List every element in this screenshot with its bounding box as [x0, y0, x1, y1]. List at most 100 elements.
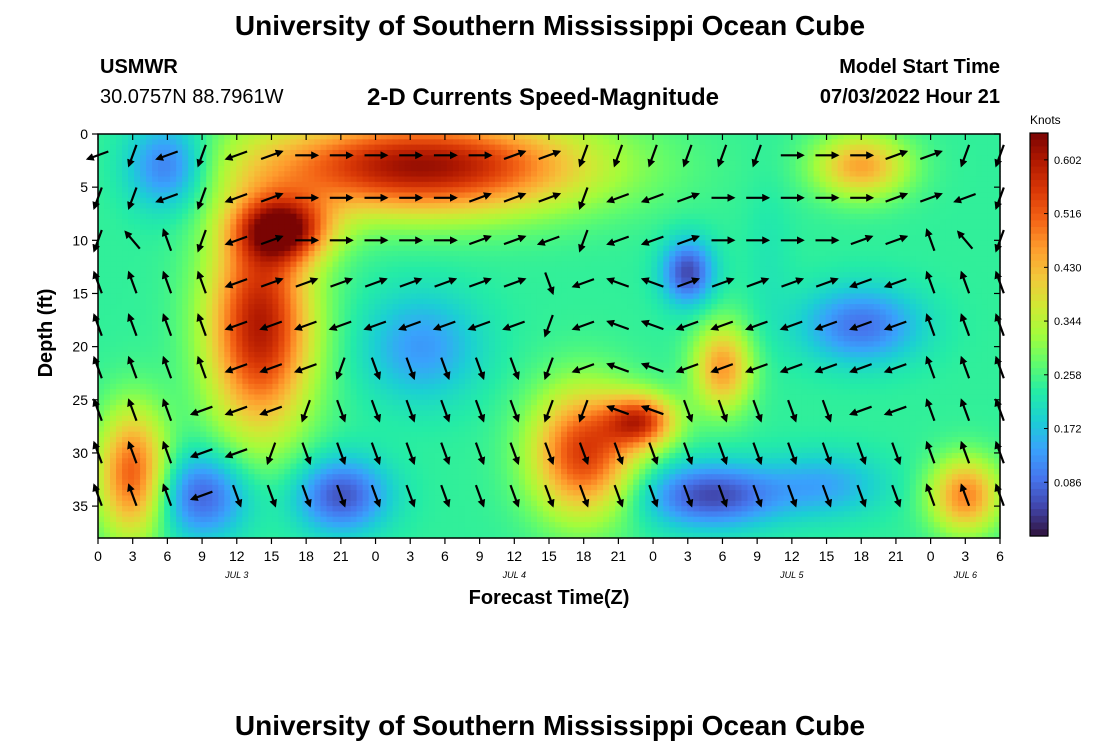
heatmap-cell: [332, 245, 340, 252]
heatmap-cell: [969, 245, 977, 252]
heatmap-cell: [753, 181, 761, 188]
heatmap-cell: [933, 266, 941, 273]
heatmap-cell: [428, 250, 436, 257]
heatmap-cell: [176, 288, 183, 295]
heatmap-cell: [597, 160, 604, 167]
heatmap-cell: [915, 171, 923, 178]
heatmap-cell: [386, 181, 394, 188]
heatmap-cell: [374, 139, 382, 146]
heatmap-cell: [993, 277, 1001, 284]
heatmap-cell: [669, 272, 676, 279]
heatmap-cell: [146, 229, 153, 236]
heatmap-cell: [248, 165, 255, 172]
heatmap-cell: [903, 272, 911, 279]
heatmap-cell: [645, 149, 652, 156]
heatmap-cell: [206, 256, 213, 263]
heatmap-cell: [687, 176, 694, 183]
heatmap-cell: [488, 240, 496, 247]
heatmap-cell: [206, 219, 213, 225]
heatmap-cell: [975, 250, 983, 257]
heatmap-cell: [735, 229, 743, 236]
heatmap-cell: [969, 240, 977, 247]
heatmap-cell: [879, 245, 887, 252]
heatmap-cell: [975, 181, 983, 188]
heatmap-cell: [176, 309, 183, 316]
heatmap-cell: [398, 187, 406, 194]
heatmap-cell: [837, 208, 845, 215]
heatmap-cell: [206, 304, 213, 311]
heatmap-cell: [561, 208, 568, 215]
heatmap-cell: [855, 304, 863, 311]
heatmap-cell: [939, 304, 947, 311]
heatmap-cell: [561, 165, 568, 172]
heatmap-cell: [428, 134, 436, 140]
heatmap-cell: [500, 266, 508, 273]
heatmap-cell: [717, 282, 724, 289]
heatmap-cell: [434, 139, 442, 146]
heatmap-cell: [567, 224, 574, 231]
heatmap-cell: [951, 235, 959, 241]
heatmap-cell: [963, 224, 971, 231]
heatmap-cell: [494, 149, 502, 156]
heatmap-cell: [603, 144, 610, 151]
heatmap-cell: [98, 213, 105, 220]
heatmap-cell: [687, 187, 694, 194]
heatmap-cell: [843, 144, 851, 151]
heatmap-cell: [951, 171, 959, 178]
heatmap-cell: [164, 261, 171, 268]
heatmap-cell: [627, 149, 634, 156]
heatmap-cell: [116, 298, 123, 305]
heatmap-cell: [681, 261, 688, 268]
heatmap-cell: [549, 213, 556, 220]
heatmap-cell: [741, 235, 749, 241]
heatmap-cell: [981, 197, 989, 204]
heatmap-cell: [789, 229, 797, 236]
heatmap-cell: [555, 144, 562, 151]
heatmap-cell: [302, 171, 310, 178]
heatmap-cell: [158, 192, 165, 199]
heatmap-cell: [915, 213, 923, 220]
heatmap-cell: [122, 224, 129, 231]
heatmap-cell: [464, 176, 472, 183]
heatmap-cell: [134, 213, 141, 220]
heatmap-cell: [308, 219, 316, 225]
heatmap-cell: [789, 282, 797, 289]
heatmap-cell: [206, 282, 213, 289]
heatmap-cell: [597, 277, 604, 284]
heatmap-cell: [368, 235, 376, 241]
heatmap-cell: [939, 245, 947, 252]
heatmap-cell: [176, 192, 183, 199]
heatmap-cell: [170, 197, 177, 204]
heatmap-cell: [687, 293, 694, 300]
heatmap-cell: [272, 219, 279, 225]
heatmap-cell: [723, 208, 730, 215]
heatmap-cell: [350, 240, 358, 247]
heatmap-cell: [248, 304, 255, 311]
heatmap-cell: [765, 298, 773, 305]
heatmap-cell: [338, 134, 346, 140]
heatmap-cell: [777, 181, 785, 188]
heatmap-cell: [488, 277, 496, 284]
heatmap-cell: [717, 229, 724, 236]
heatmap-cell: [266, 277, 273, 284]
heatmap-cell: [428, 187, 436, 194]
heatmap-cell: [422, 229, 430, 236]
heatmap-cell: [855, 139, 863, 146]
heatmap-cell: [903, 266, 911, 273]
heatmap-cell: [777, 229, 785, 236]
heatmap-cell: [693, 171, 700, 178]
heatmap-cell: [897, 293, 905, 300]
heatmap-cell: [530, 181, 538, 188]
heatmap-cell: [422, 219, 430, 225]
heatmap-cell: [603, 224, 610, 231]
heatmap-cell: [675, 250, 682, 257]
heatmap-cell: [657, 272, 664, 279]
heatmap-cell: [182, 304, 189, 311]
heatmap-cell: [338, 261, 346, 268]
heatmap-cell: [224, 309, 231, 316]
heatmap-cell: [500, 304, 508, 311]
heatmap-cell: [765, 187, 773, 194]
heatmap-cell: [723, 144, 730, 151]
heatmap-cell: [951, 187, 959, 194]
heatmap-cell: [188, 304, 195, 311]
